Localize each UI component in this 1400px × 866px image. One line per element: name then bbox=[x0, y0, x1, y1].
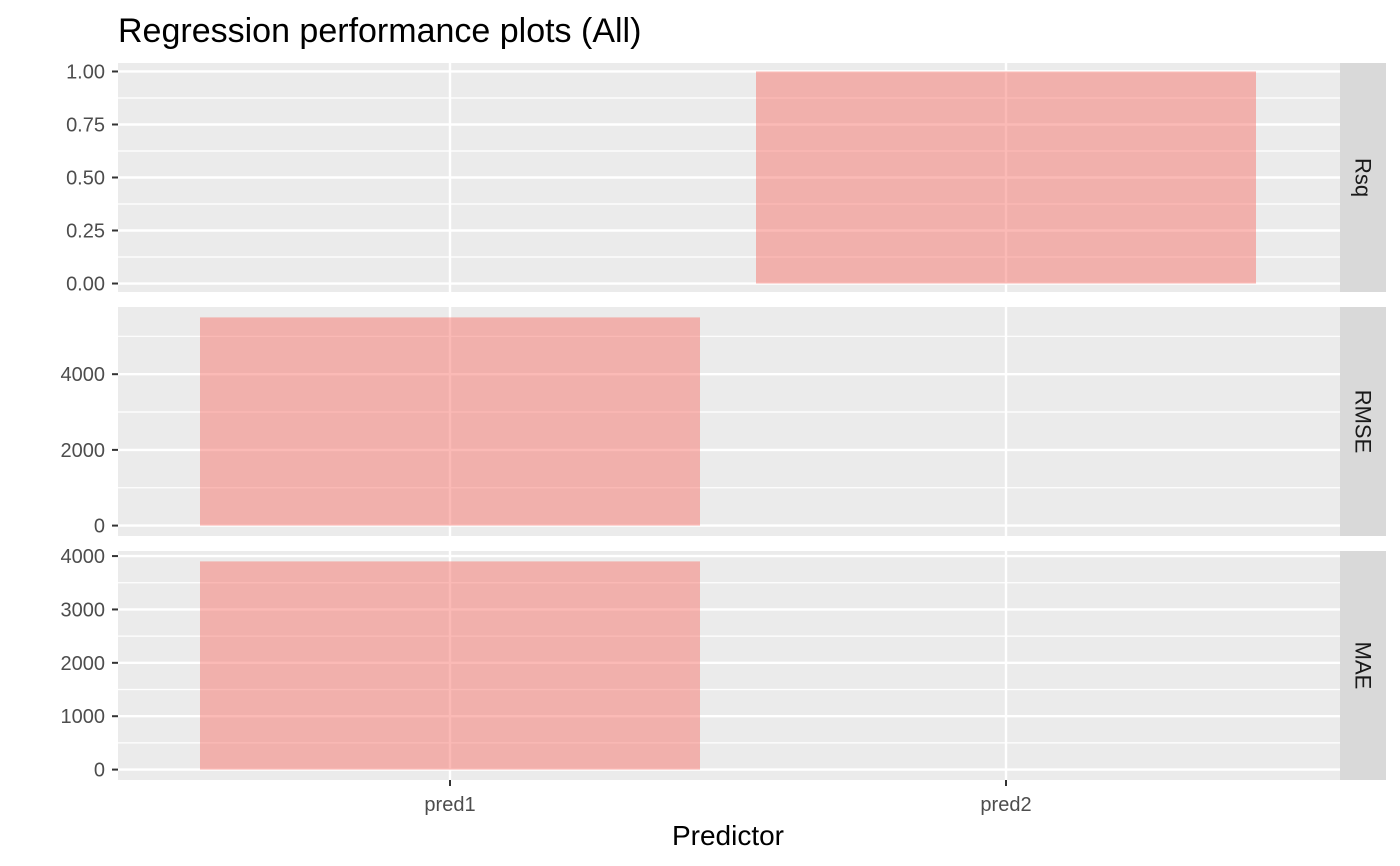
y-tick-label: 0.00 bbox=[66, 274, 105, 296]
facet-strip-label: MAE bbox=[1351, 642, 1376, 690]
chart-title: Regression performance plots (All) bbox=[118, 12, 641, 50]
bar-rsq-pred2 bbox=[756, 71, 1256, 284]
y-tick-label: 0 bbox=[94, 760, 105, 782]
y-tick-label: 0.25 bbox=[66, 221, 105, 243]
y-tick-label: 4000 bbox=[61, 546, 106, 568]
facet-strip-label: Rsq bbox=[1351, 158, 1376, 197]
y-tick-label: 2000 bbox=[61, 440, 106, 462]
x-axis: pred1 pred2 bbox=[424, 780, 1032, 816]
y-tick-label: 4000 bbox=[61, 364, 106, 386]
y-tick-label: 1000 bbox=[61, 706, 106, 728]
y-tick-label: 1.00 bbox=[66, 61, 105, 83]
bar-rmse-pred1 bbox=[200, 317, 700, 526]
x-axis-label: Predictor bbox=[672, 820, 784, 851]
x-tick-label: pred2 bbox=[980, 794, 1031, 816]
facet-strip bbox=[1340, 551, 1386, 780]
bar-mae-pred1 bbox=[200, 561, 700, 770]
y-tick-label: 2000 bbox=[61, 653, 106, 675]
facet-strip bbox=[1340, 63, 1386, 292]
facet-strip bbox=[1340, 307, 1386, 536]
facet-strip-label: RMSE bbox=[1351, 390, 1376, 454]
y-tick-label: 0 bbox=[94, 516, 105, 538]
facet-panel-rmse: 0 2000 4000 RMSE bbox=[61, 307, 1386, 538]
x-tick-label: pred1 bbox=[424, 794, 475, 816]
facet-panel-mae: 0 1000 2000 3000 4000 MAE bbox=[61, 546, 1386, 782]
y-tick-label: 3000 bbox=[61, 599, 106, 621]
facet-panels: 0.00 0.25 0.50 0.75 1.00 Rsq 0 2000 4000 RMSE 0 100… bbox=[61, 61, 1386, 782]
y-tick-label: 0.50 bbox=[66, 168, 105, 190]
facet-panel-rsq: 0.00 0.25 0.50 0.75 1.00 Rsq bbox=[66, 61, 1386, 296]
y-tick-label: 0.75 bbox=[66, 114, 105, 136]
